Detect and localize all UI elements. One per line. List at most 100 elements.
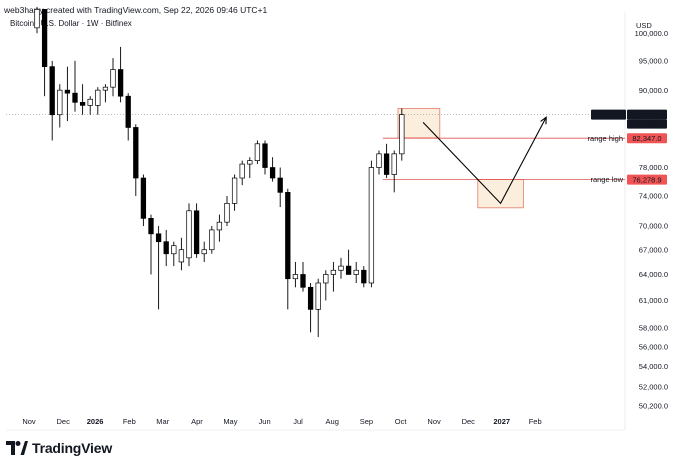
candle-body <box>57 89 63 116</box>
candle-body <box>239 163 245 179</box>
x-tick-label: Aug <box>326 417 339 426</box>
time-axis: Nov Dec 2026 Feb Mar Apr May Jun Jul Aug Sep Oct Nov… <box>22 417 541 426</box>
y-tick-label: 58,000.0 <box>639 323 668 332</box>
x-tick-label: Feb <box>123 417 136 426</box>
x-tick-label: May <box>223 417 237 426</box>
candle-body <box>353 269 359 275</box>
projection-layer <box>422 116 547 205</box>
x-tick-label: Sep <box>360 417 373 426</box>
y-tick-label: 64,000.0 <box>639 270 668 279</box>
countdown-tag-bg <box>627 119 667 129</box>
x-tick-label: Dec <box>57 417 71 426</box>
candle-body <box>201 249 207 255</box>
last-price-tag-text: 86,018.0 <box>632 110 661 119</box>
candle-body <box>307 286 314 310</box>
tradingview-logo-icon <box>6 441 28 455</box>
price-axis: 100,000.0 95,000.0 90,000.0 78,000.0 74,000.… <box>635 29 668 411</box>
candle-body <box>171 245 177 255</box>
candle-body <box>368 167 375 284</box>
candle-body <box>133 127 139 179</box>
symbol-tag-text: BTCUSD <box>593 110 624 119</box>
projection-arrowhead <box>540 116 547 125</box>
x-tick-label: Apr <box>191 417 203 426</box>
candle-body <box>41 9 48 68</box>
tradingview-logo-text: TradingView <box>32 440 113 456</box>
candle-body <box>178 249 185 263</box>
y-tick-label: 67,000.0 <box>639 245 668 254</box>
y-tick-label: 74,000.0 <box>639 192 668 201</box>
x-tick-label: Nov <box>427 417 441 426</box>
candle-body <box>64 89 71 94</box>
tradingview-logo[interactable]: TradingView <box>6 440 112 456</box>
candle-body <box>300 274 306 288</box>
candle-body <box>285 191 291 280</box>
y-tick-label: 50,200.0 <box>639 401 668 410</box>
candle-body <box>34 9 40 29</box>
candle-body <box>193 210 200 255</box>
candle-body <box>383 153 390 175</box>
projection-path <box>422 117 547 205</box>
candle-body <box>399 114 405 155</box>
candle-body <box>254 143 261 161</box>
candle-body <box>155 233 162 243</box>
chart-symbol-line: Bitcoin / U.S. Dollar · 1W · Bitfinex <box>10 19 132 28</box>
x-tick-label: Dec <box>462 417 476 426</box>
candle-body <box>163 241 169 255</box>
candle-body <box>330 269 337 275</box>
x-tick-label: Feb <box>529 417 542 426</box>
candle-body <box>231 177 238 204</box>
x-tick-label: Nov <box>22 417 36 426</box>
candle-body <box>117 69 124 97</box>
y-tick-label: 100,000.0 <box>635 29 668 38</box>
candle-body <box>269 167 276 179</box>
range-low-tag-text: 76,278.9 <box>632 175 661 184</box>
candle-body <box>345 265 352 275</box>
range-high-tag-text: 82,347.0 <box>632 134 661 143</box>
range-low-label: range low <box>590 175 623 184</box>
candle-body <box>186 210 192 259</box>
countdown-tag-text: 5d 16h <box>636 120 659 129</box>
x-tick-label: 2027 <box>493 417 510 426</box>
y-tick-label: 95,000.0 <box>639 57 668 66</box>
candle-body <box>338 265 344 271</box>
x-tick-label: Jul <box>293 417 303 426</box>
x-tick-label: Mar <box>156 417 169 426</box>
y-tick-label: 70,000.0 <box>639 222 668 231</box>
chart-header-created: web3harry created with TradingView.com, … <box>4 5 268 15</box>
range-low-tag-bg <box>627 174 667 185</box>
zones-layer <box>397 108 524 209</box>
x-tick-label: 2026 <box>87 417 104 426</box>
y-tick-label: 54,000.0 <box>639 362 668 371</box>
symbol-tag-bg <box>591 109 626 120</box>
x-tick-label: Oct <box>395 417 408 426</box>
candle-body <box>87 98 93 106</box>
candle-body <box>72 92 78 103</box>
y-tick-label: 61,000.0 <box>639 296 668 305</box>
candle-body <box>262 143 268 168</box>
candle-body <box>95 89 101 106</box>
x-tick-label: Jun <box>259 417 271 426</box>
y-tick-label: 52,000.0 <box>639 382 668 391</box>
candle-body <box>102 86 109 91</box>
last-price-tag-bg <box>627 109 667 120</box>
y-tick-label: 56,000.0 <box>639 342 668 351</box>
candle-body <box>79 101 86 106</box>
candle-body <box>216 221 223 231</box>
levels-layer: range high range low <box>382 134 625 184</box>
candle-body <box>292 274 299 280</box>
candle-body <box>224 202 230 223</box>
price-axis-currency: USD <box>636 21 652 30</box>
candle-body <box>209 229 215 251</box>
candle-body <box>277 177 283 193</box>
price-labels-layer: BTCUSD 86,018.05d 16h 82,347.0 76,278.9 <box>591 109 667 185</box>
candle-body <box>148 218 154 235</box>
y-tick-label: 78,000.0 <box>639 163 668 172</box>
candle-body <box>391 153 397 175</box>
candle-body <box>323 274 329 284</box>
candle-body <box>376 153 382 168</box>
candle-body <box>125 95 131 128</box>
candle-body <box>361 269 367 284</box>
range-high-tag-bg <box>627 133 667 144</box>
candle-body <box>110 69 116 88</box>
